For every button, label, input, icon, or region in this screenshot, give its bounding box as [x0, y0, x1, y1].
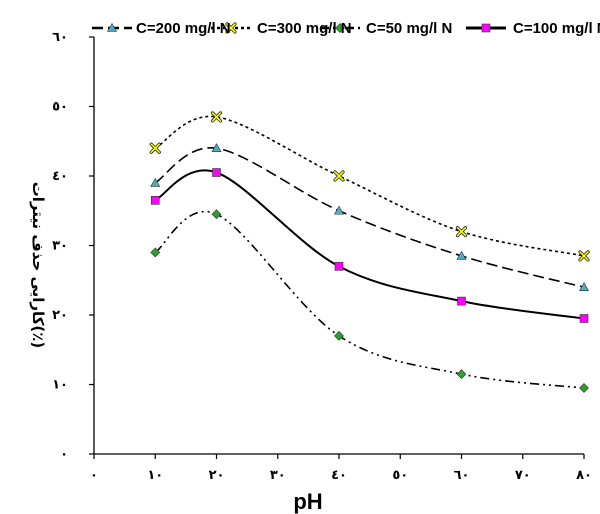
y-tick-label: ٣٠	[52, 239, 68, 254]
series-line-2	[154, 115, 585, 257]
data-point	[455, 226, 468, 238]
data-point	[210, 111, 223, 123]
y-tick-label: ١٠	[52, 378, 68, 393]
legend-marker	[481, 23, 491, 33]
legend-marker	[106, 22, 118, 32]
legend-label: C=300 mg/l N	[257, 20, 352, 37]
y-tick-label: ٠	[60, 447, 68, 462]
legend: C=100 mg/l N C=50 mg/l N C=300 mg/l N C=200…	[92, 20, 600, 37]
series-line-4	[154, 169, 585, 320]
legend-label: C=200 mg/l N	[136, 20, 231, 37]
data-point	[150, 247, 161, 258]
legend-label: C=50 mg/l N	[366, 20, 452, 37]
y-tick-label: ٦٠	[52, 30, 68, 45]
data-point	[334, 262, 344, 271]
data-point	[457, 296, 466, 306]
legend-label: C=100 mg/l N	[513, 20, 600, 37]
x-tick-label: ٣٠	[270, 468, 286, 483]
data-point	[150, 196, 160, 205]
data-point	[578, 282, 590, 291]
data-point	[579, 383, 589, 393]
data-point	[456, 369, 467, 379]
data-point	[456, 250, 467, 260]
data-point	[333, 170, 345, 182]
data-point	[334, 330, 344, 341]
data-point	[578, 250, 590, 262]
x-tick-label: ٦٠	[454, 468, 470, 483]
y-tick-label: ٥٠	[52, 100, 68, 115]
x-tick-label: ٢٠	[209, 468, 225, 483]
x-tick-label: ٧٠	[515, 468, 531, 483]
legend-marker	[225, 22, 237, 34]
data-point	[579, 314, 589, 323]
x-axis-ticks: ٠ ١٠ ٢٠ ٣٠ ٤٠ ٥٠ ٦٠ ٧٠ ٨٠	[90, 454, 592, 483]
x-tick-label: ١٠	[147, 468, 163, 483]
y-tick-label: ٤٠	[52, 169, 68, 184]
series-lines	[154, 115, 585, 389]
x-tick-label: ٨٠	[576, 468, 592, 483]
legend-item: C=200 mg/l N	[92, 20, 231, 37]
y-axis-ticks: ٠ ١٠ ٢٠ ٣٠ ٤٠ ٥٠ ٦٠	[52, 30, 94, 462]
series-line-3	[154, 210, 585, 389]
x-axis-title: pH	[293, 489, 322, 514]
y-axis-title: کارایی حذف نیترات(٪)	[29, 182, 47, 349]
legend-marker	[335, 23, 345, 33]
y-tick-label: ٢٠	[52, 308, 68, 323]
data-point	[211, 143, 222, 152]
x-tick-label: ٤٠	[331, 468, 347, 483]
chart-axes	[93, 37, 584, 455]
data-point	[150, 177, 161, 187]
legend-item: C=50 mg/l N	[320, 20, 452, 37]
legend-item: C=300 mg/l N	[211, 20, 352, 37]
data-point	[211, 209, 222, 220]
series-markers	[149, 111, 590, 393]
data-point	[212, 168, 221, 177]
x-tick-label: ٠	[90, 468, 98, 483]
data-point	[149, 142, 161, 154]
data-point	[333, 205, 345, 215]
x-tick-label: ٥٠	[392, 468, 408, 483]
legend-item: C=100 mg/l N	[466, 20, 600, 37]
